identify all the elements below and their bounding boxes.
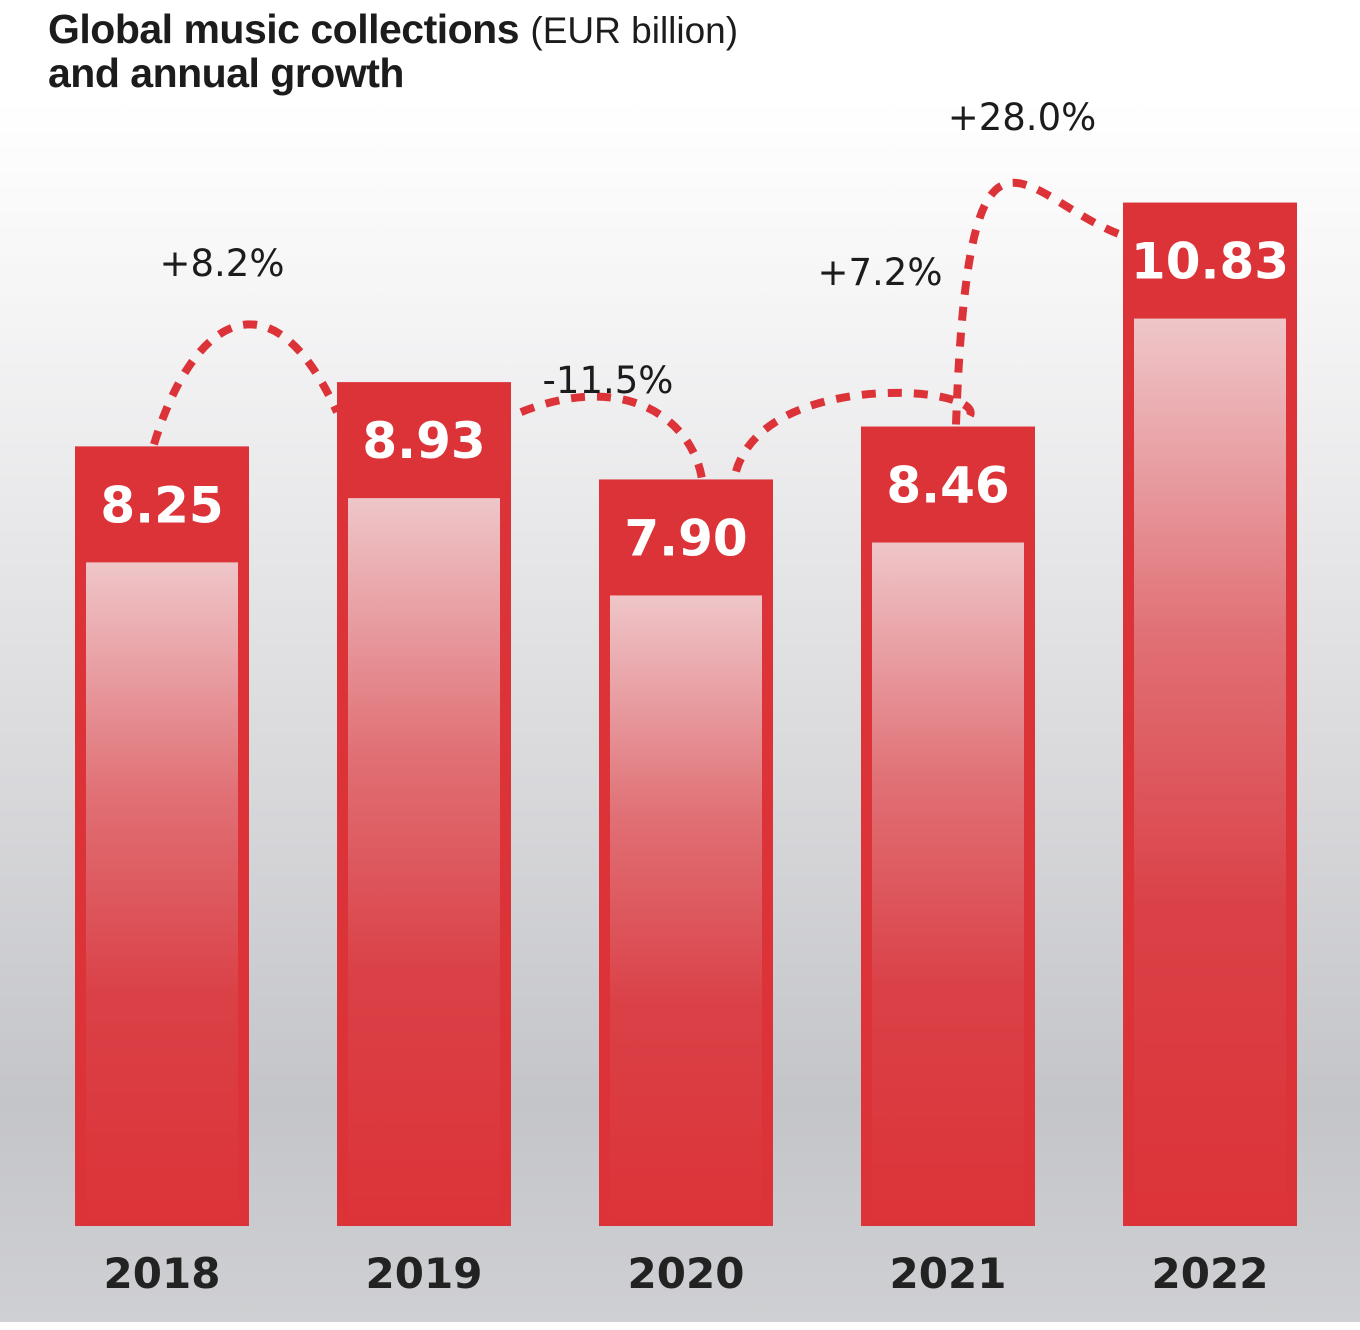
chart-area: 8.25 2018 8.93 2019 7.90 2020 8.46 2021 10.83 202… xyxy=(0,100,1360,1322)
bar-fill-2022 xyxy=(1134,318,1286,1226)
growth-label-2018-2019: +8.2% xyxy=(159,242,284,285)
value-label-2020: 7.90 xyxy=(624,509,747,567)
value-label-2021: 8.46 xyxy=(886,457,1009,515)
growth-arc-2020-2021 xyxy=(732,388,975,473)
growth-label-2019-2020: -11.5% xyxy=(543,359,674,402)
bar-fill-2020 xyxy=(610,595,762,1226)
growth-label-2021-2022: +28.0% xyxy=(948,100,1097,139)
value-label-2018: 8.25 xyxy=(100,476,223,534)
growth-arc-2019-2020 xyxy=(519,392,708,522)
x-tick-2019: 2019 xyxy=(366,1249,483,1298)
title-main: Global music collections xyxy=(48,6,520,52)
growth-arc-2021-2022 xyxy=(952,178,1156,425)
value-label-2019: 8.93 xyxy=(362,412,485,470)
x-tick-2018: 2018 xyxy=(104,1249,221,1298)
growth-label-2020-2021: +7.2% xyxy=(817,251,942,294)
x-tick-2020: 2020 xyxy=(628,1249,745,1298)
title-unit: (EUR billion) xyxy=(530,10,739,51)
bar-fill-2021 xyxy=(872,542,1024,1226)
growth-arc-2018-2019 xyxy=(150,320,341,446)
chart-title: Global music collections (EUR billion) a… xyxy=(48,8,738,94)
title-line2: and annual growth xyxy=(48,50,404,96)
bar-fill-2019 xyxy=(348,498,500,1226)
bar-fill-2018 xyxy=(86,562,238,1226)
bar-chart: 8.25 2018 8.93 2019 7.90 2020 8.46 2021 10.83 202… xyxy=(75,100,1297,1298)
x-tick-2022: 2022 xyxy=(1152,1249,1269,1298)
x-tick-2021: 2021 xyxy=(890,1249,1007,1298)
value-label-2022: 10.83 xyxy=(1131,233,1289,291)
